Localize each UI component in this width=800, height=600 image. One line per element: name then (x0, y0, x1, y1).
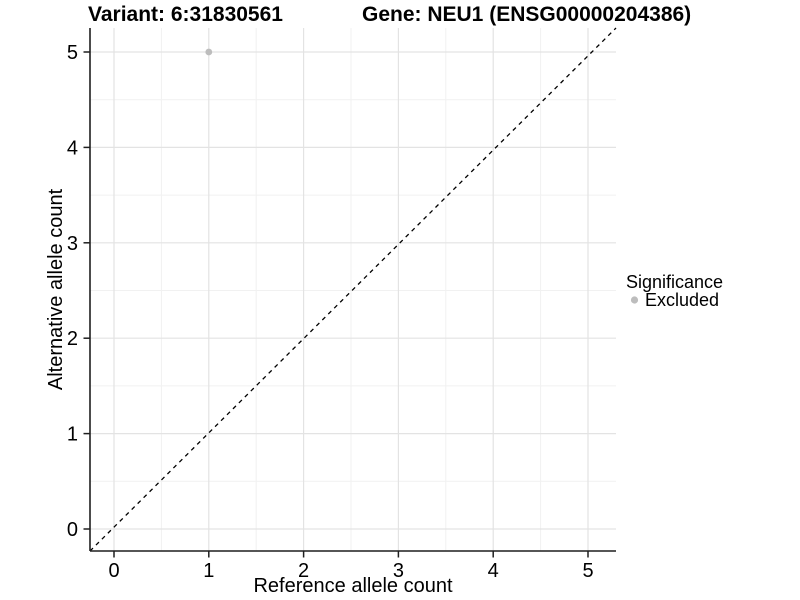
identity-reference-line (89, 27, 617, 552)
x-tick-4: 4 (488, 560, 499, 582)
data-points (205, 48, 213, 56)
x-tick-1: 1 (203, 560, 214, 582)
y-tick-2: 2 (67, 328, 78, 350)
legend: Significance Excluded (626, 272, 723, 310)
y-tick-4: 4 (67, 137, 78, 159)
legend-title: Significance (626, 272, 723, 292)
grid-minor (90, 28, 616, 551)
y-tick-0: 0 (67, 519, 78, 541)
grid-major (90, 28, 616, 551)
data-point-excluded (205, 48, 213, 56)
x-tick-3: 3 (393, 560, 404, 582)
variant-title: Variant: 6:31830561 (88, 3, 283, 26)
x-tick-labels: 0 1 2 3 4 5 (108, 560, 593, 582)
tick-marks (83, 51, 589, 558)
y-tick-labels: 0 1 2 3 4 5 (67, 42, 78, 541)
y-tick-1: 1 (67, 424, 78, 446)
x-axis-title: Reference allele count (253, 575, 452, 597)
x-tick-0: 0 (108, 560, 119, 582)
y-tick-5: 5 (67, 42, 78, 64)
y-axis-title: Alternative allele count (45, 188, 67, 390)
x-tick-2: 2 (298, 560, 309, 582)
y-tick-3: 3 (67, 233, 78, 255)
x-tick-5: 5 (582, 560, 593, 582)
legend-marker-excluded-icon (630, 296, 639, 304)
legend-label-excluded: Excluded (645, 290, 719, 310)
axis-lines (89, 28, 616, 552)
gene-title: Gene: NEU1 (ENSG00000204386) (362, 3, 691, 26)
